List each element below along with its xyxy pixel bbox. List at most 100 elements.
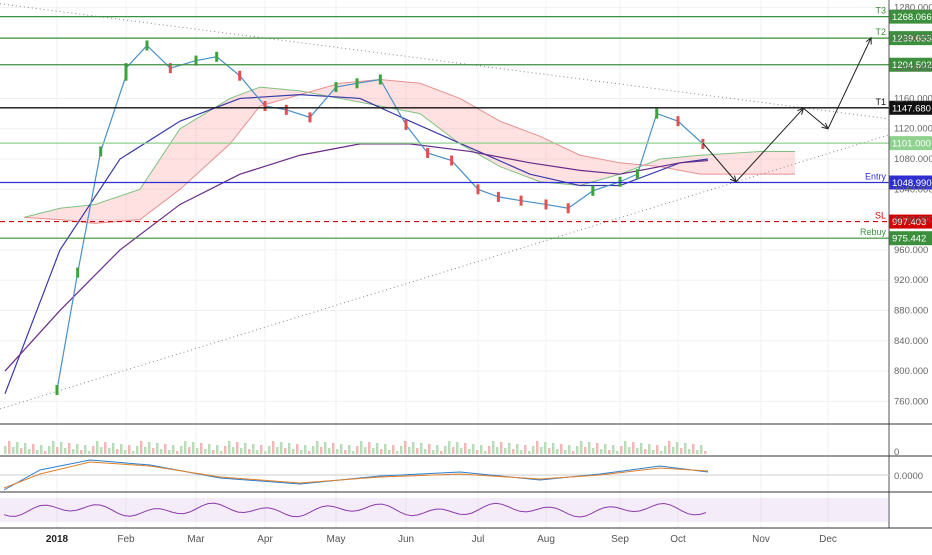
volume-bar xyxy=(72,449,75,454)
resistance-trendline xyxy=(0,3,890,120)
volume-bar xyxy=(116,449,119,454)
level-price-tag xyxy=(889,31,932,46)
volume-bar xyxy=(28,449,31,454)
price-candle xyxy=(124,70,128,81)
price-candle xyxy=(99,146,103,157)
volume-bar xyxy=(492,441,495,454)
level-label: T3 xyxy=(875,6,886,16)
x-tick-label: Apr xyxy=(257,534,273,545)
volume-bar xyxy=(16,442,19,454)
level-price-value: 1101.000 xyxy=(892,139,931,150)
volume-bar xyxy=(104,442,107,454)
price-candle xyxy=(263,101,267,112)
price-candle xyxy=(618,176,622,187)
volume-bar xyxy=(268,446,271,454)
price-tick-label: 840.000 xyxy=(894,336,928,347)
volume-bar xyxy=(372,448,375,454)
volume-bar xyxy=(584,447,587,454)
volume-bar xyxy=(472,444,475,454)
volume-bar xyxy=(108,448,111,454)
volume-bar xyxy=(544,442,547,454)
volume-bar xyxy=(512,449,515,454)
level-label: T2 xyxy=(875,27,886,37)
x-tick-label: Jun xyxy=(398,534,414,545)
volume-bar xyxy=(168,450,171,454)
x-tick-label: Sep xyxy=(611,534,629,545)
projection-arrow xyxy=(702,142,736,182)
volume-bar xyxy=(80,450,83,454)
volume-bar xyxy=(48,446,51,454)
volume-bar xyxy=(644,449,647,454)
volume-bar xyxy=(272,441,275,454)
macd-pane xyxy=(0,459,889,491)
price-candle xyxy=(334,82,338,93)
volume-bar xyxy=(636,448,639,454)
volume-bar xyxy=(32,444,35,454)
volume-bar xyxy=(156,443,159,454)
volume-bar xyxy=(612,445,615,454)
level-price-tag xyxy=(889,100,932,115)
volume-bar xyxy=(572,451,575,454)
volume-bar xyxy=(260,445,263,454)
volume-bar xyxy=(520,450,523,454)
volume-bar xyxy=(296,444,299,454)
volume-bar xyxy=(112,443,115,454)
volume-bar xyxy=(216,445,219,454)
volume-bar xyxy=(704,451,707,454)
volume-bar xyxy=(468,449,471,454)
price-candle xyxy=(544,199,548,210)
price-candle xyxy=(566,203,570,214)
volume-bar xyxy=(12,447,15,454)
price-candle xyxy=(308,112,312,123)
volume-bar xyxy=(416,448,419,454)
volume-bar xyxy=(640,443,643,454)
volume-bar xyxy=(576,446,579,454)
price-candle xyxy=(284,104,288,115)
volume-bar xyxy=(540,447,543,454)
volume-bar xyxy=(412,442,415,454)
volume-bar xyxy=(600,449,603,454)
volume-bar xyxy=(404,441,407,454)
volume-bar xyxy=(188,447,191,454)
volume-bar xyxy=(56,447,59,454)
volume-bar xyxy=(284,448,287,454)
volume-bar xyxy=(252,444,255,454)
volume-bar xyxy=(212,450,215,454)
level-label: Rebuy xyxy=(860,227,887,237)
volume-bar xyxy=(500,442,503,454)
volume-bar xyxy=(516,444,519,454)
level-price-value: 1147.680 xyxy=(892,103,931,114)
price-candle xyxy=(496,191,500,202)
price-tick-label: 1120.000 xyxy=(894,124,932,135)
volume-bar xyxy=(496,447,499,454)
volume-bar xyxy=(96,441,99,454)
volume-bar xyxy=(444,446,447,454)
volume-bar xyxy=(660,451,663,454)
volume-bar xyxy=(176,451,179,454)
volume-bar xyxy=(324,442,327,454)
volume-bar xyxy=(240,448,243,454)
volume-bar xyxy=(316,441,319,454)
volume-bar xyxy=(476,450,479,454)
price-candle xyxy=(404,119,408,130)
price-tick-label: 1280.000 xyxy=(894,3,932,14)
volume-bar xyxy=(24,443,27,454)
volume-bar xyxy=(484,451,487,454)
volume-bar xyxy=(664,446,667,454)
price-candle xyxy=(591,185,595,196)
volume-bar xyxy=(20,448,23,454)
volume-bar xyxy=(624,441,627,454)
volume-bar xyxy=(392,445,395,454)
volume-bar xyxy=(700,445,703,454)
level-price-tag xyxy=(889,9,932,24)
ichimoku-cloud xyxy=(24,79,795,224)
volume-bar xyxy=(604,444,607,454)
volume-bar xyxy=(76,444,79,454)
price-tick-label: 760.000 xyxy=(894,396,928,407)
price-candle xyxy=(145,40,149,51)
price-tick-label: 1040.000 xyxy=(894,184,932,195)
volume-pane xyxy=(4,441,707,454)
volume-bar xyxy=(144,447,147,454)
